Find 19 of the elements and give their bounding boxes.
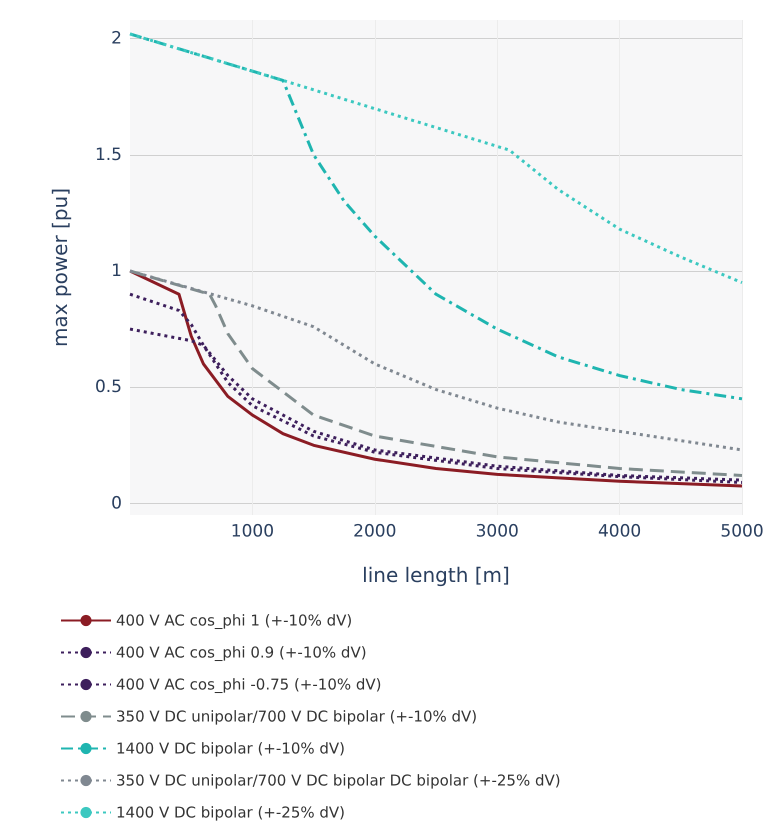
legend-label: 400 V AC cos_phi 1 (+-10% dV) xyxy=(116,612,352,630)
x-tick-label: 4000 xyxy=(598,522,642,542)
y-axis-title: max power [pu] xyxy=(48,188,72,348)
x-axis-title: line length [m] xyxy=(362,563,510,587)
legend-label: 350 V DC unipolar/700 V DC bipolar DC bipolar (+-25% dV) xyxy=(116,772,561,790)
y-tick-label: 0 xyxy=(111,493,122,514)
x-tick-label: 3000 xyxy=(476,522,519,542)
y-tick-label: 1 xyxy=(111,260,122,281)
legend-label: 400 V AC cos_phi -0.75 (+-10% dV) xyxy=(116,676,382,694)
x-tick-label: 2000 xyxy=(353,522,396,542)
y-tick-label: 1.5 xyxy=(94,144,122,165)
legend-label: 1400 V DC bipolar (+-10% dV) xyxy=(116,740,346,758)
legend-label: 350 V DC unipolar/700 V DC bipolar (+-10% dV) xyxy=(116,708,478,726)
x-tick-label: 5000 xyxy=(720,522,764,542)
y-tick-label: 0.5 xyxy=(94,377,122,398)
y-tick-label: 2 xyxy=(111,28,122,49)
x-tick-label: 1000 xyxy=(230,522,274,542)
legend-label: 1400 V DC bipolar (+-25% dV) xyxy=(116,804,346,822)
legend-label: 400 V AC cos_phi 0.9 (+-10% dV) xyxy=(116,644,367,662)
